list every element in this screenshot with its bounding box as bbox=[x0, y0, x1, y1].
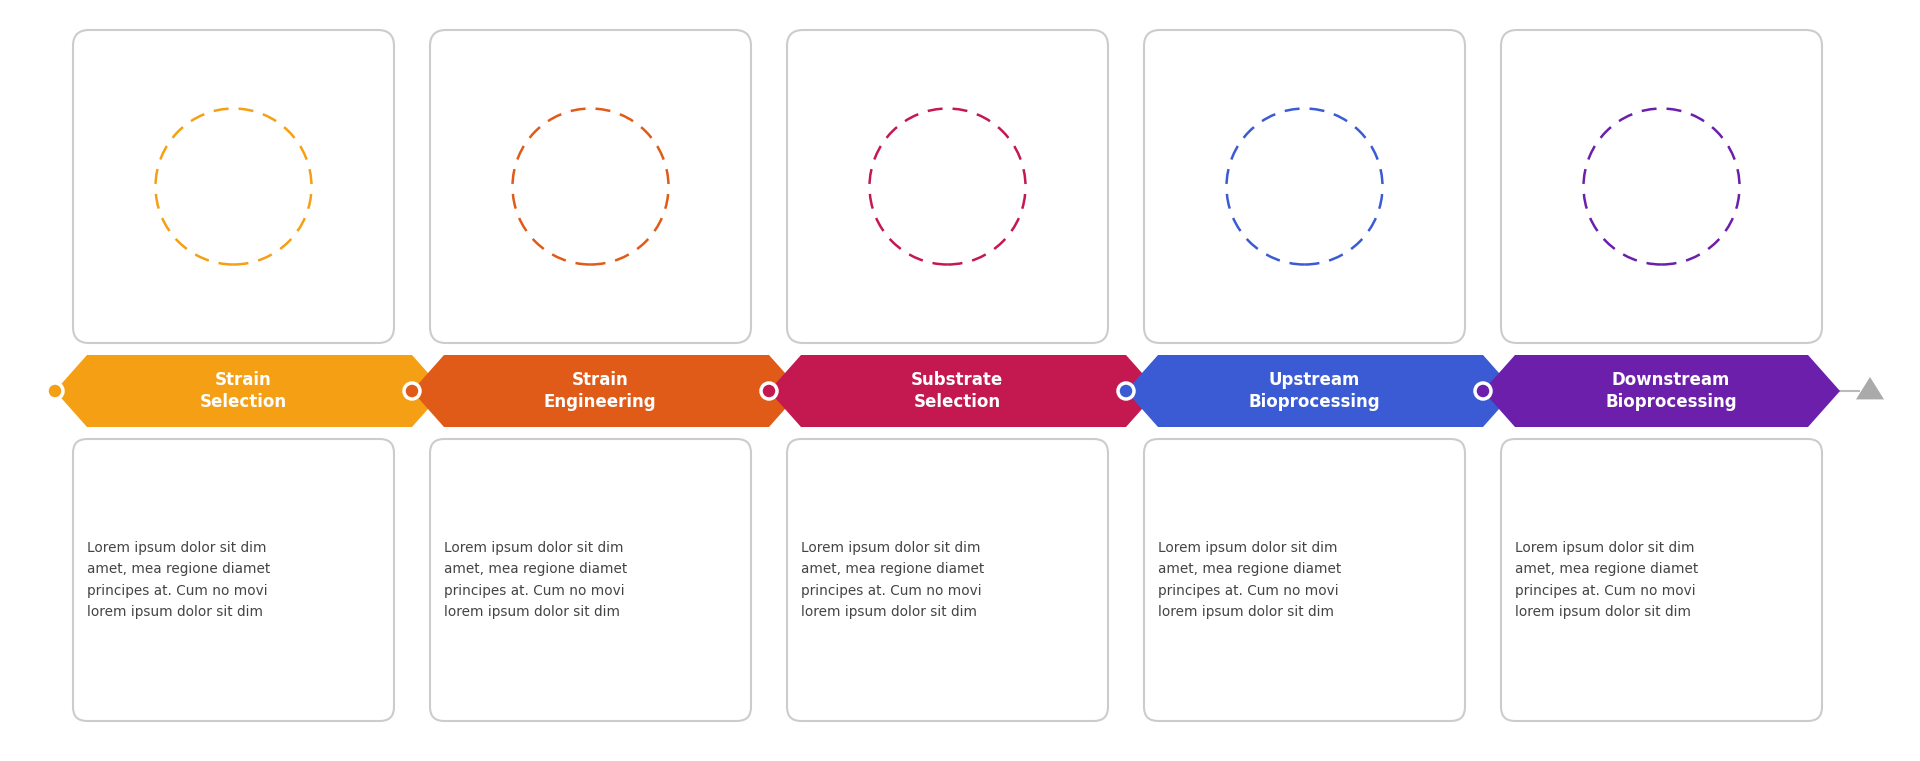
Text: Strain
Engineering: Strain Engineering bbox=[543, 371, 657, 412]
FancyBboxPatch shape bbox=[73, 30, 394, 343]
Text: Lorem ipsum dolor sit dim
amet, mea regione diamet
principes at. Cum no movi
lor: Lorem ipsum dolor sit dim amet, mea regi… bbox=[801, 541, 985, 619]
Circle shape bbox=[1475, 383, 1492, 399]
Text: Substrate
Selection: Substrate Selection bbox=[910, 371, 1004, 412]
Text: Lorem ipsum dolor sit dim
amet, mea regione diamet
principes at. Cum no movi
lor: Lorem ipsum dolor sit dim amet, mea regi… bbox=[444, 541, 628, 619]
Polygon shape bbox=[413, 355, 801, 427]
FancyBboxPatch shape bbox=[787, 439, 1108, 721]
FancyBboxPatch shape bbox=[430, 439, 751, 721]
Circle shape bbox=[46, 383, 63, 399]
Circle shape bbox=[760, 383, 778, 399]
Polygon shape bbox=[770, 355, 1158, 427]
FancyBboxPatch shape bbox=[1144, 30, 1465, 343]
Text: Upstream
Bioprocessing: Upstream Bioprocessing bbox=[1248, 371, 1380, 412]
Text: Downstream
Bioprocessing: Downstream Bioprocessing bbox=[1605, 371, 1738, 412]
Circle shape bbox=[1117, 383, 1135, 399]
FancyBboxPatch shape bbox=[787, 30, 1108, 343]
Text: Lorem ipsum dolor sit dim
amet, mea regione diamet
principes at. Cum no movi
lor: Lorem ipsum dolor sit dim amet, mea regi… bbox=[86, 541, 271, 619]
Text: Lorem ipsum dolor sit dim
amet, mea regione diamet
principes at. Cum no movi
lor: Lorem ipsum dolor sit dim amet, mea regi… bbox=[1158, 541, 1342, 619]
Polygon shape bbox=[1857, 377, 1884, 400]
FancyBboxPatch shape bbox=[1144, 439, 1465, 721]
Polygon shape bbox=[1125, 355, 1515, 427]
Text: Lorem ipsum dolor sit dim
amet, mea regione diamet
principes at. Cum no movi
lor: Lorem ipsum dolor sit dim amet, mea regi… bbox=[1515, 541, 1699, 619]
Polygon shape bbox=[56, 355, 444, 427]
FancyBboxPatch shape bbox=[1501, 30, 1822, 343]
FancyBboxPatch shape bbox=[1501, 439, 1822, 721]
FancyBboxPatch shape bbox=[430, 30, 751, 343]
Circle shape bbox=[403, 383, 420, 399]
Polygon shape bbox=[1482, 355, 1839, 427]
FancyBboxPatch shape bbox=[73, 439, 394, 721]
Text: Strain
Selection: Strain Selection bbox=[200, 371, 286, 412]
